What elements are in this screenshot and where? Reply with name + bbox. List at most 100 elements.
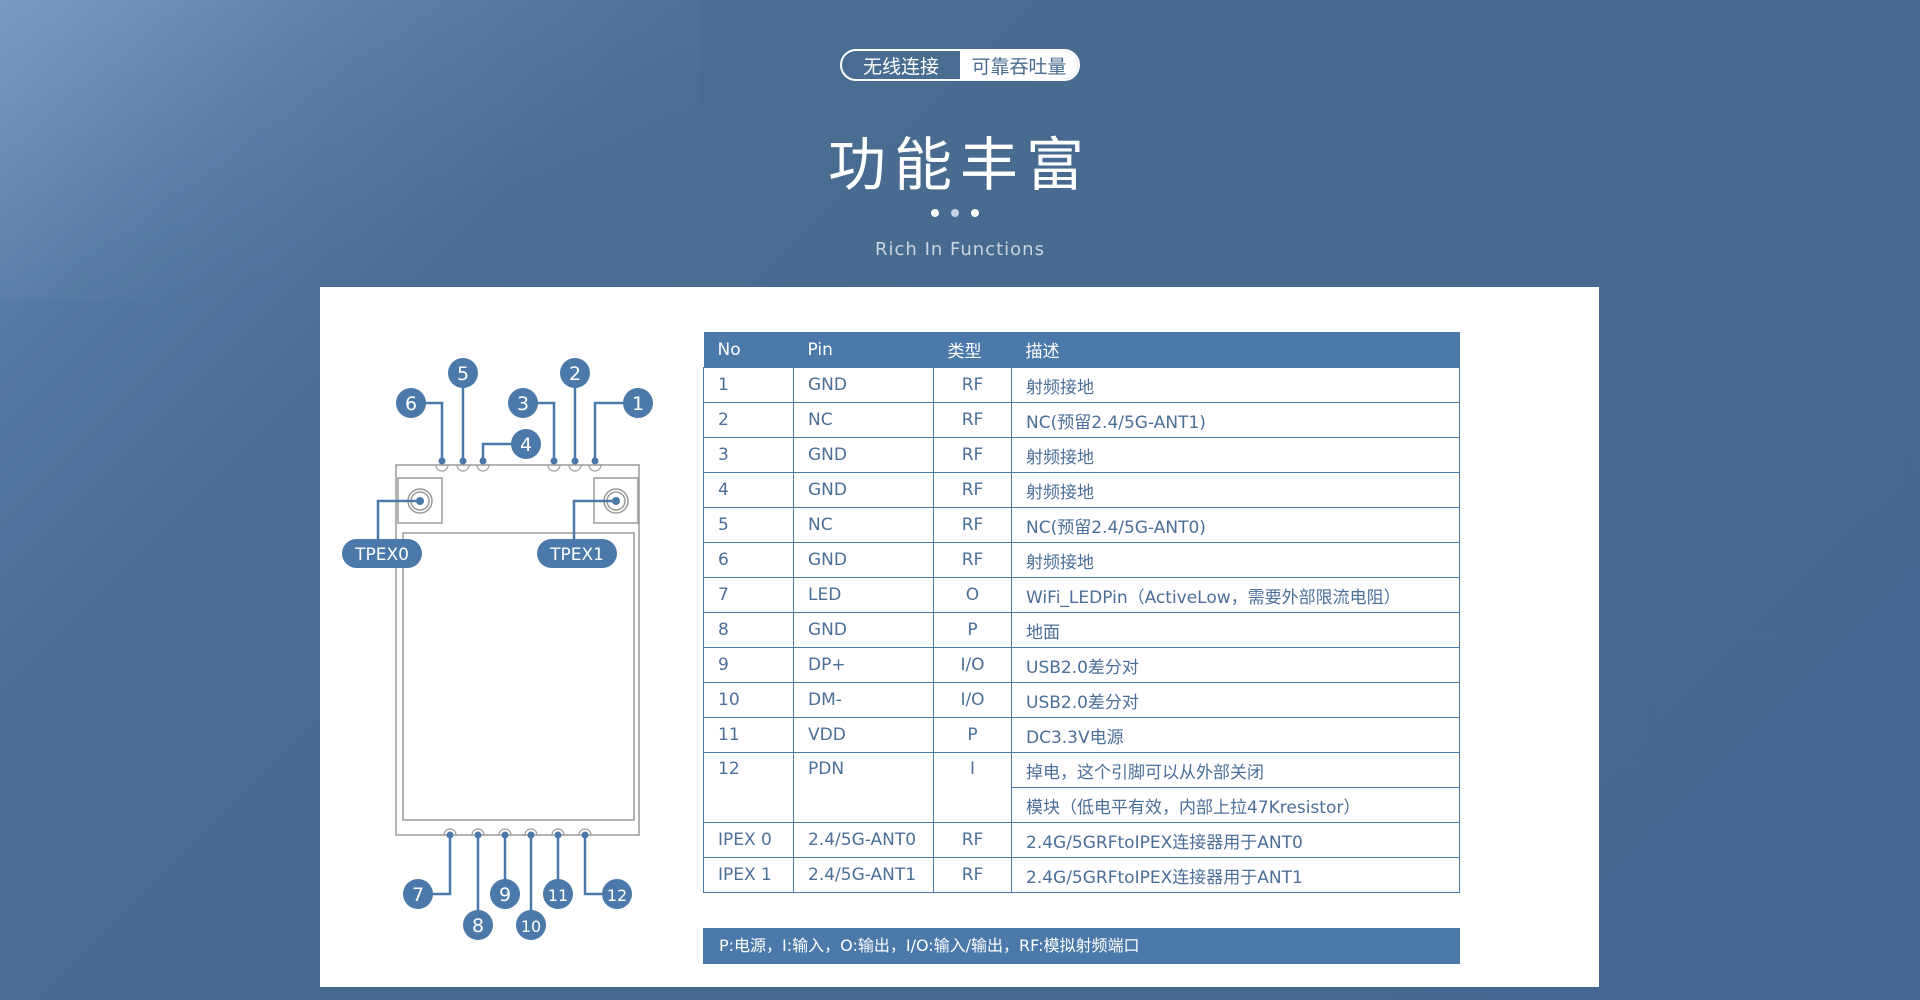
cell-pin: PDN (793, 752, 934, 823)
pin-callout-badge (396, 388, 426, 418)
pin-dot (527, 831, 535, 839)
antenna-leader-line (376, 499, 420, 540)
cell-desc: NC(预留2.4/5G-ANT1) (1011, 402, 1460, 438)
pin-pad (456, 464, 470, 472)
pin-pad (443, 828, 457, 836)
cell-desc: 2.4G/5GRFtoIPEX连接器用于ANT0 (1011, 822, 1460, 858)
pin-number: 1 (632, 393, 644, 415)
cell-desc: 掉电，这个引脚可以从外部关闭 (1011, 752, 1460, 788)
cell-desc: USB2.0差分对 (1011, 682, 1460, 718)
tagline-pill: 无线连接 可靠吞吐量 (840, 49, 1080, 81)
col-pin: Pin (793, 332, 934, 368)
cell-no: 12 (703, 752, 794, 823)
pin-number: 6 (405, 393, 417, 415)
cell-desc-continued: 模块（低电平有效，内部上拉47Kresistor） (1011, 787, 1460, 823)
pin-callout-badge (560, 358, 590, 388)
pin-dot (501, 831, 509, 839)
pin-number: 2 (569, 363, 581, 385)
pin-callout-badge (463, 910, 493, 940)
pin-dot (459, 457, 467, 465)
pin-pad (588, 464, 602, 472)
table-row: 6 GND RF 射频接地 (703, 542, 1460, 578)
cell-desc: 射频接地 (1011, 367, 1460, 403)
cell-type: RF (933, 472, 1012, 508)
page-title: 功能丰富 (827, 131, 1092, 199)
cell-type: RF (933, 822, 1012, 858)
cell-desc: NC(预留2.4/5G-ANT0) (1011, 507, 1460, 543)
cell-pin: DP+ (793, 647, 934, 683)
cell-type: O (933, 577, 1012, 613)
pin-pad (551, 828, 565, 836)
cell-type: RF (933, 437, 1012, 473)
pin-dot (446, 831, 454, 839)
cell-desc: DC3.3V电源 (1011, 717, 1460, 753)
cell-pin: NC (793, 402, 934, 438)
pin-callout-badge (448, 358, 478, 388)
antenna-label: TPEX0 (354, 545, 409, 565)
cell-pin: 2.4/5G-ANT0 (793, 822, 934, 858)
cell-desc: 射频接地 (1011, 472, 1460, 508)
cell-no: 5 (703, 507, 794, 543)
pin-table: No Pin 类型 描述 1 GND RF 射频接地 2 NC RF NC(预留… (703, 332, 1460, 893)
pin-dot (591, 457, 599, 465)
cell-pin: GND (793, 367, 934, 403)
cell-no: 4 (703, 472, 794, 508)
cell-type: RF (933, 367, 1012, 403)
cell-pin: VDD (793, 717, 934, 753)
cell-pin: GND (793, 437, 934, 473)
pin-callout-badge (602, 879, 632, 909)
module-shield (402, 532, 635, 821)
pin-pad (498, 828, 512, 836)
module-outline (395, 464, 640, 836)
pin-dot (550, 457, 558, 465)
cell-no: 8 (703, 612, 794, 648)
cell-pin: LED (793, 577, 934, 613)
col-desc: 描述 (1011, 332, 1460, 368)
pin-dot (571, 457, 579, 465)
table-row: 10 DM- I/O USB2.0差分对 (703, 682, 1460, 718)
pin-number: 7 (412, 884, 424, 906)
cell-no: 3 (703, 437, 794, 473)
cell-type: P (933, 612, 1012, 648)
pin-number: 8 (472, 915, 484, 937)
cell-no: 2 (703, 402, 794, 438)
table-row: 12 PDN I 掉电，这个引脚可以从外部关闭 (703, 752, 1460, 823)
antenna-dot (416, 497, 424, 505)
cell-type: P (933, 717, 1012, 753)
cell-no: IPEX 1 (703, 857, 794, 893)
pin-callout-badge (490, 879, 520, 909)
page-subtitle: Rich In Functions (875, 239, 1045, 260)
cell-type: I/O (933, 647, 1012, 683)
cell-pin: NC (793, 507, 934, 543)
table-row: 9 DP+ I/O USB2.0差分对 (703, 647, 1460, 683)
cell-type: RF (933, 507, 1012, 543)
cell-pin: GND (793, 542, 934, 578)
pin-dot (474, 831, 482, 839)
cell-desc: 2.4G/5GRFtoIPEX连接器用于ANT1 (1011, 857, 1460, 893)
antenna-label: TPEX1 (549, 545, 604, 565)
cell-type: I (933, 752, 1012, 823)
cell-type: RF (933, 542, 1012, 578)
antenna-dot (612, 497, 620, 505)
cell-desc: WiFi_LEDPin（ActiveLow，需要外部限流电阻） (1011, 577, 1460, 613)
table-row: 11 VDD P DC3.3V电源 (703, 717, 1460, 753)
antenna-leader-line (572, 499, 616, 540)
table-row: 3 GND RF 射频接地 (703, 437, 1460, 473)
pin-number: 9 (499, 884, 511, 906)
pin-callout-badge (403, 879, 433, 909)
table-row: 7 LED O WiFi_LEDPin（ActiveLow，需要外部限流电阻） (703, 577, 1460, 613)
cell-no: 10 (703, 682, 794, 718)
table-row: 8 GND P 地面 (703, 612, 1460, 648)
pin-number: 12 (607, 886, 627, 905)
cell-desc: USB2.0差分对 (1011, 647, 1460, 683)
pin-number: 4 (520, 434, 532, 456)
pin-callout-badge (623, 388, 653, 418)
table-row: 2 NC RF NC(预留2.4/5G-ANT1) (703, 402, 1460, 438)
cell-type: RF (933, 857, 1012, 893)
pin-number: 3 (517, 393, 529, 415)
pin-pad (435, 464, 449, 472)
cell-desc: 射频接地 (1011, 542, 1460, 578)
cell-no: IPEX 0 (703, 822, 794, 858)
col-no: No (703, 332, 794, 368)
